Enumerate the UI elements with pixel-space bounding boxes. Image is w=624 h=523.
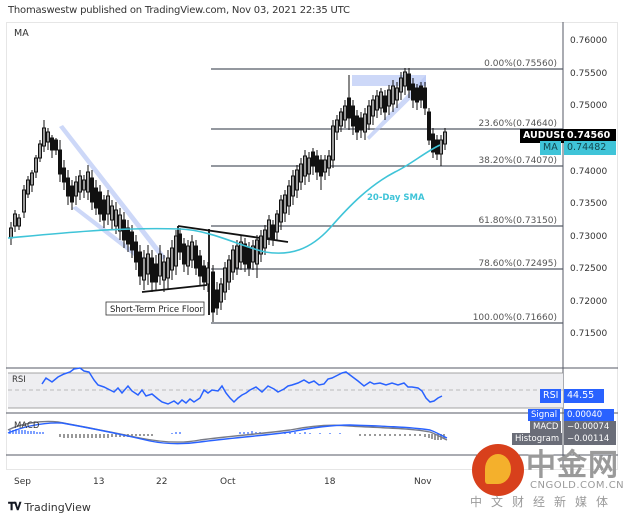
- symbol-price-tag: 0.74560: [564, 129, 616, 143]
- price-axis: 0.76000 0.75500 0.75000 0.74000 0.73500 …: [570, 36, 607, 339]
- cngold-watermark: 中金网 CNGOLD.COM.CN 中文财经新媒体: [470, 440, 624, 520]
- svg-text:23.60%(0.74640): 23.60%(0.74640): [478, 119, 557, 129]
- time-axis: Sep 13 22 Oct 18 Nov 5: [14, 477, 519, 487]
- watermark-title: 中金网: [526, 448, 619, 483]
- histogram-tag: Histogram: [512, 433, 563, 445]
- chart-frame: [6, 22, 618, 470]
- macd-tag: MACD: [530, 421, 562, 433]
- svg-text:0.75500: 0.75500: [570, 69, 607, 79]
- sma-annotation: 20-Day SMA: [367, 193, 425, 203]
- price-floor-annotation[interactable]: Short-Term Price Floor: [105, 301, 205, 316]
- ma-price-tag: 0.74482: [564, 141, 616, 155]
- svg-text:22: 22: [156, 477, 167, 487]
- svg-text:0.73500: 0.73500: [570, 199, 607, 209]
- macd-value-tag: −0.00074: [564, 421, 616, 433]
- svg-text:100.00%(0.71660): 100.00%(0.71660): [473, 313, 557, 323]
- signal-value-tag: 0.00040: [564, 409, 614, 421]
- histogram-value-tag: −0.00114: [564, 433, 616, 445]
- tradingview-logo[interactable]: 𝐓𝐕 TradingView: [8, 500, 91, 514]
- macd-pane[interactable]: MACD: [7, 420, 448, 445]
- fibonacci-retracement[interactable]: [211, 68, 563, 324]
- svg-text:78.60%(0.72495): 78.60%(0.72495): [478, 259, 557, 269]
- signal-tag: Signal: [528, 409, 561, 421]
- symbol-tag: AUDUSD: [520, 129, 572, 143]
- macd-histogram-positive: [9, 429, 341, 434]
- svg-text:38.20%(0.74070): 38.20%(0.74070): [478, 156, 557, 166]
- descending-channel[interactable]: [59, 125, 166, 273]
- cngold-logo-icon: [472, 444, 524, 496]
- svg-text:Oct: Oct: [220, 477, 236, 487]
- tradingview-icon: 𝐓𝐕: [8, 500, 21, 513]
- candles: [9, 68, 447, 322]
- macd-title: MACD: [14, 421, 40, 431]
- svg-text:Short-Term Price Floor: Short-Term Price Floor: [110, 305, 203, 315]
- svg-text:0.72000: 0.72000: [570, 297, 607, 307]
- publisher-line: Thomaswestw published on TradingView.com…: [8, 5, 350, 16]
- rsi-title: RSI: [12, 375, 26, 385]
- rsi-tag: RSI: [540, 389, 562, 403]
- svg-text:0.72500: 0.72500: [570, 264, 607, 274]
- svg-text:0.74000: 0.74000: [570, 167, 607, 177]
- rsi-pane[interactable]: RSI: [8, 367, 563, 409]
- rsi-value-tag: 44.55: [564, 389, 604, 403]
- svg-text:Nov: Nov: [414, 477, 432, 487]
- svg-text:0.76000: 0.76000: [570, 36, 607, 46]
- watermark-domain: CNGOLD.COM.CN: [530, 480, 624, 491]
- svg-text:0.71500: 0.71500: [570, 329, 607, 339]
- svg-text:0.00%(0.75560): 0.00%(0.75560): [484, 59, 557, 69]
- macd-line: [7, 422, 448, 445]
- svg-text:61.80%(0.73150): 61.80%(0.73150): [478, 216, 557, 226]
- svg-text:18: 18: [324, 477, 336, 487]
- svg-text:13: 13: [93, 477, 104, 487]
- ma-tag: MA: [540, 141, 561, 155]
- tradingview-brand: TradingView: [24, 500, 91, 514]
- svg-text:0.75000: 0.75000: [570, 101, 607, 111]
- watermark-subtitle: 中文财经新媒体: [470, 495, 618, 509]
- svg-text:Sep: Sep: [14, 477, 31, 487]
- svg-text:0.73000: 0.73000: [570, 232, 607, 242]
- ma-indicator-label[interactable]: MA: [14, 28, 29, 39]
- sma-20-line[interactable]: [7, 144, 441, 254]
- fibonacci-labels: 0.00%(0.75560) 23.60%(0.74640) 38.20%(0.…: [473, 59, 557, 323]
